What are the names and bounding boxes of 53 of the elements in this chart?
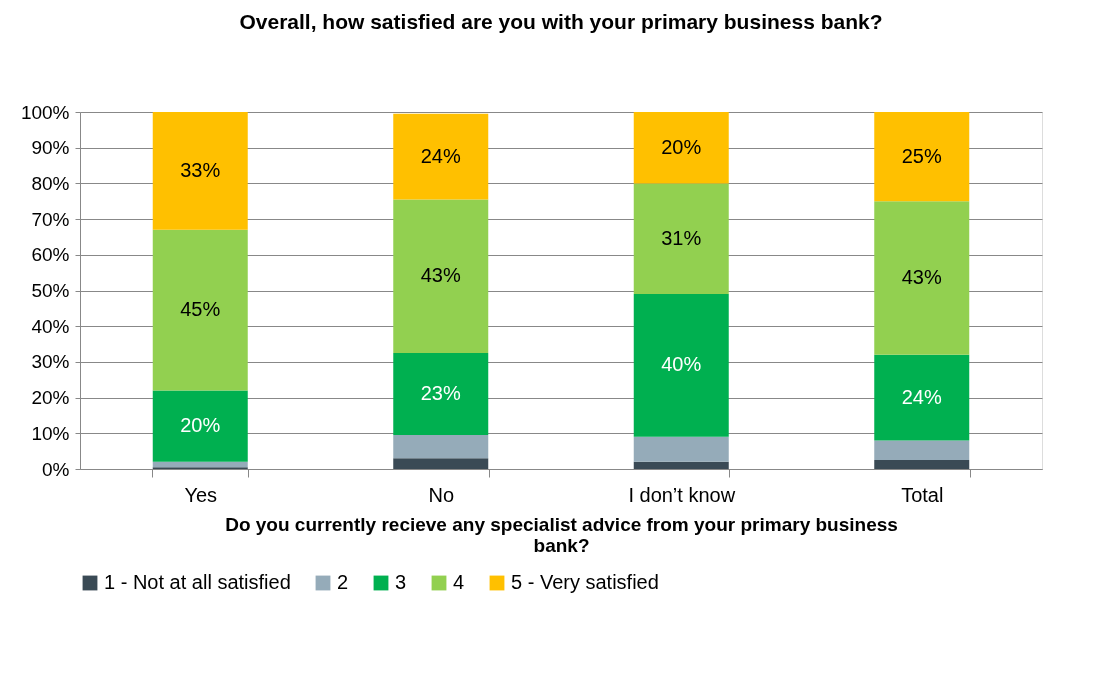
data-label: 43% bbox=[901, 266, 942, 289]
bar bbox=[152, 112, 248, 230]
data-label: 25% bbox=[901, 144, 942, 167]
x-tick-label: Yes bbox=[184, 483, 218, 506]
legend-label: 4 bbox=[453, 571, 465, 593]
y-tick-label: 100% bbox=[20, 101, 70, 123]
data-label: 20% bbox=[661, 135, 702, 158]
chart-title: Overall, how satisfied are you with your primary business bank? bbox=[239, 10, 883, 33]
y-tick-label: 40% bbox=[31, 315, 70, 337]
legend-label: 5 - Very satisfied bbox=[511, 571, 659, 593]
legend-label: 2 bbox=[337, 571, 349, 593]
bar bbox=[874, 440, 970, 461]
bar bbox=[874, 460, 970, 469]
bar bbox=[393, 199, 489, 353]
data-label: 40% bbox=[661, 353, 702, 376]
y-tick-label: 60% bbox=[31, 244, 70, 266]
bar bbox=[393, 435, 489, 459]
bar bbox=[874, 354, 970, 441]
bar bbox=[633, 436, 729, 462]
bar bbox=[393, 458, 489, 469]
x-axis-title: Do you currently recieve any specialist advice from your primary business bank? bbox=[225, 513, 898, 556]
bar bbox=[152, 390, 248, 462]
bar bbox=[393, 113, 489, 200]
y-tick-label: 0% bbox=[42, 458, 70, 480]
y-tick-label: 70% bbox=[31, 208, 70, 230]
bar bbox=[633, 294, 729, 437]
data-label: 20% bbox=[180, 414, 221, 437]
y-tick-label: 10% bbox=[31, 422, 70, 444]
y-tick-label: 50% bbox=[31, 280, 70, 301]
legend-label: 1 - Not at all satisfied bbox=[104, 571, 291, 593]
data-label: 23% bbox=[420, 382, 461, 405]
y-tick-label: 30% bbox=[31, 351, 70, 373]
bar bbox=[152, 461, 248, 468]
y-tick-label: 80% bbox=[31, 172, 70, 194]
data-label: 43% bbox=[420, 264, 461, 287]
legend-label: 3 bbox=[395, 571, 407, 593]
bar bbox=[152, 229, 248, 391]
y-tick-label: 20% bbox=[31, 387, 70, 409]
bar bbox=[874, 201, 970, 355]
x-tick-label: Total bbox=[901, 483, 944, 506]
bar bbox=[633, 183, 729, 295]
data-label: 24% bbox=[420, 144, 461, 167]
bar bbox=[633, 461, 729, 469]
data-label: 24% bbox=[901, 385, 942, 408]
data-label: 33% bbox=[180, 158, 221, 181]
y-tick-label: 90% bbox=[31, 137, 70, 159]
bar bbox=[633, 112, 729, 184]
data-label: 45% bbox=[180, 298, 221, 321]
x-tick-label: I don’t know bbox=[628, 483, 736, 506]
data-label: 31% bbox=[661, 226, 702, 249]
bar bbox=[874, 112, 970, 202]
bar bbox=[393, 352, 489, 436]
x-tick-label: No bbox=[428, 483, 455, 506]
